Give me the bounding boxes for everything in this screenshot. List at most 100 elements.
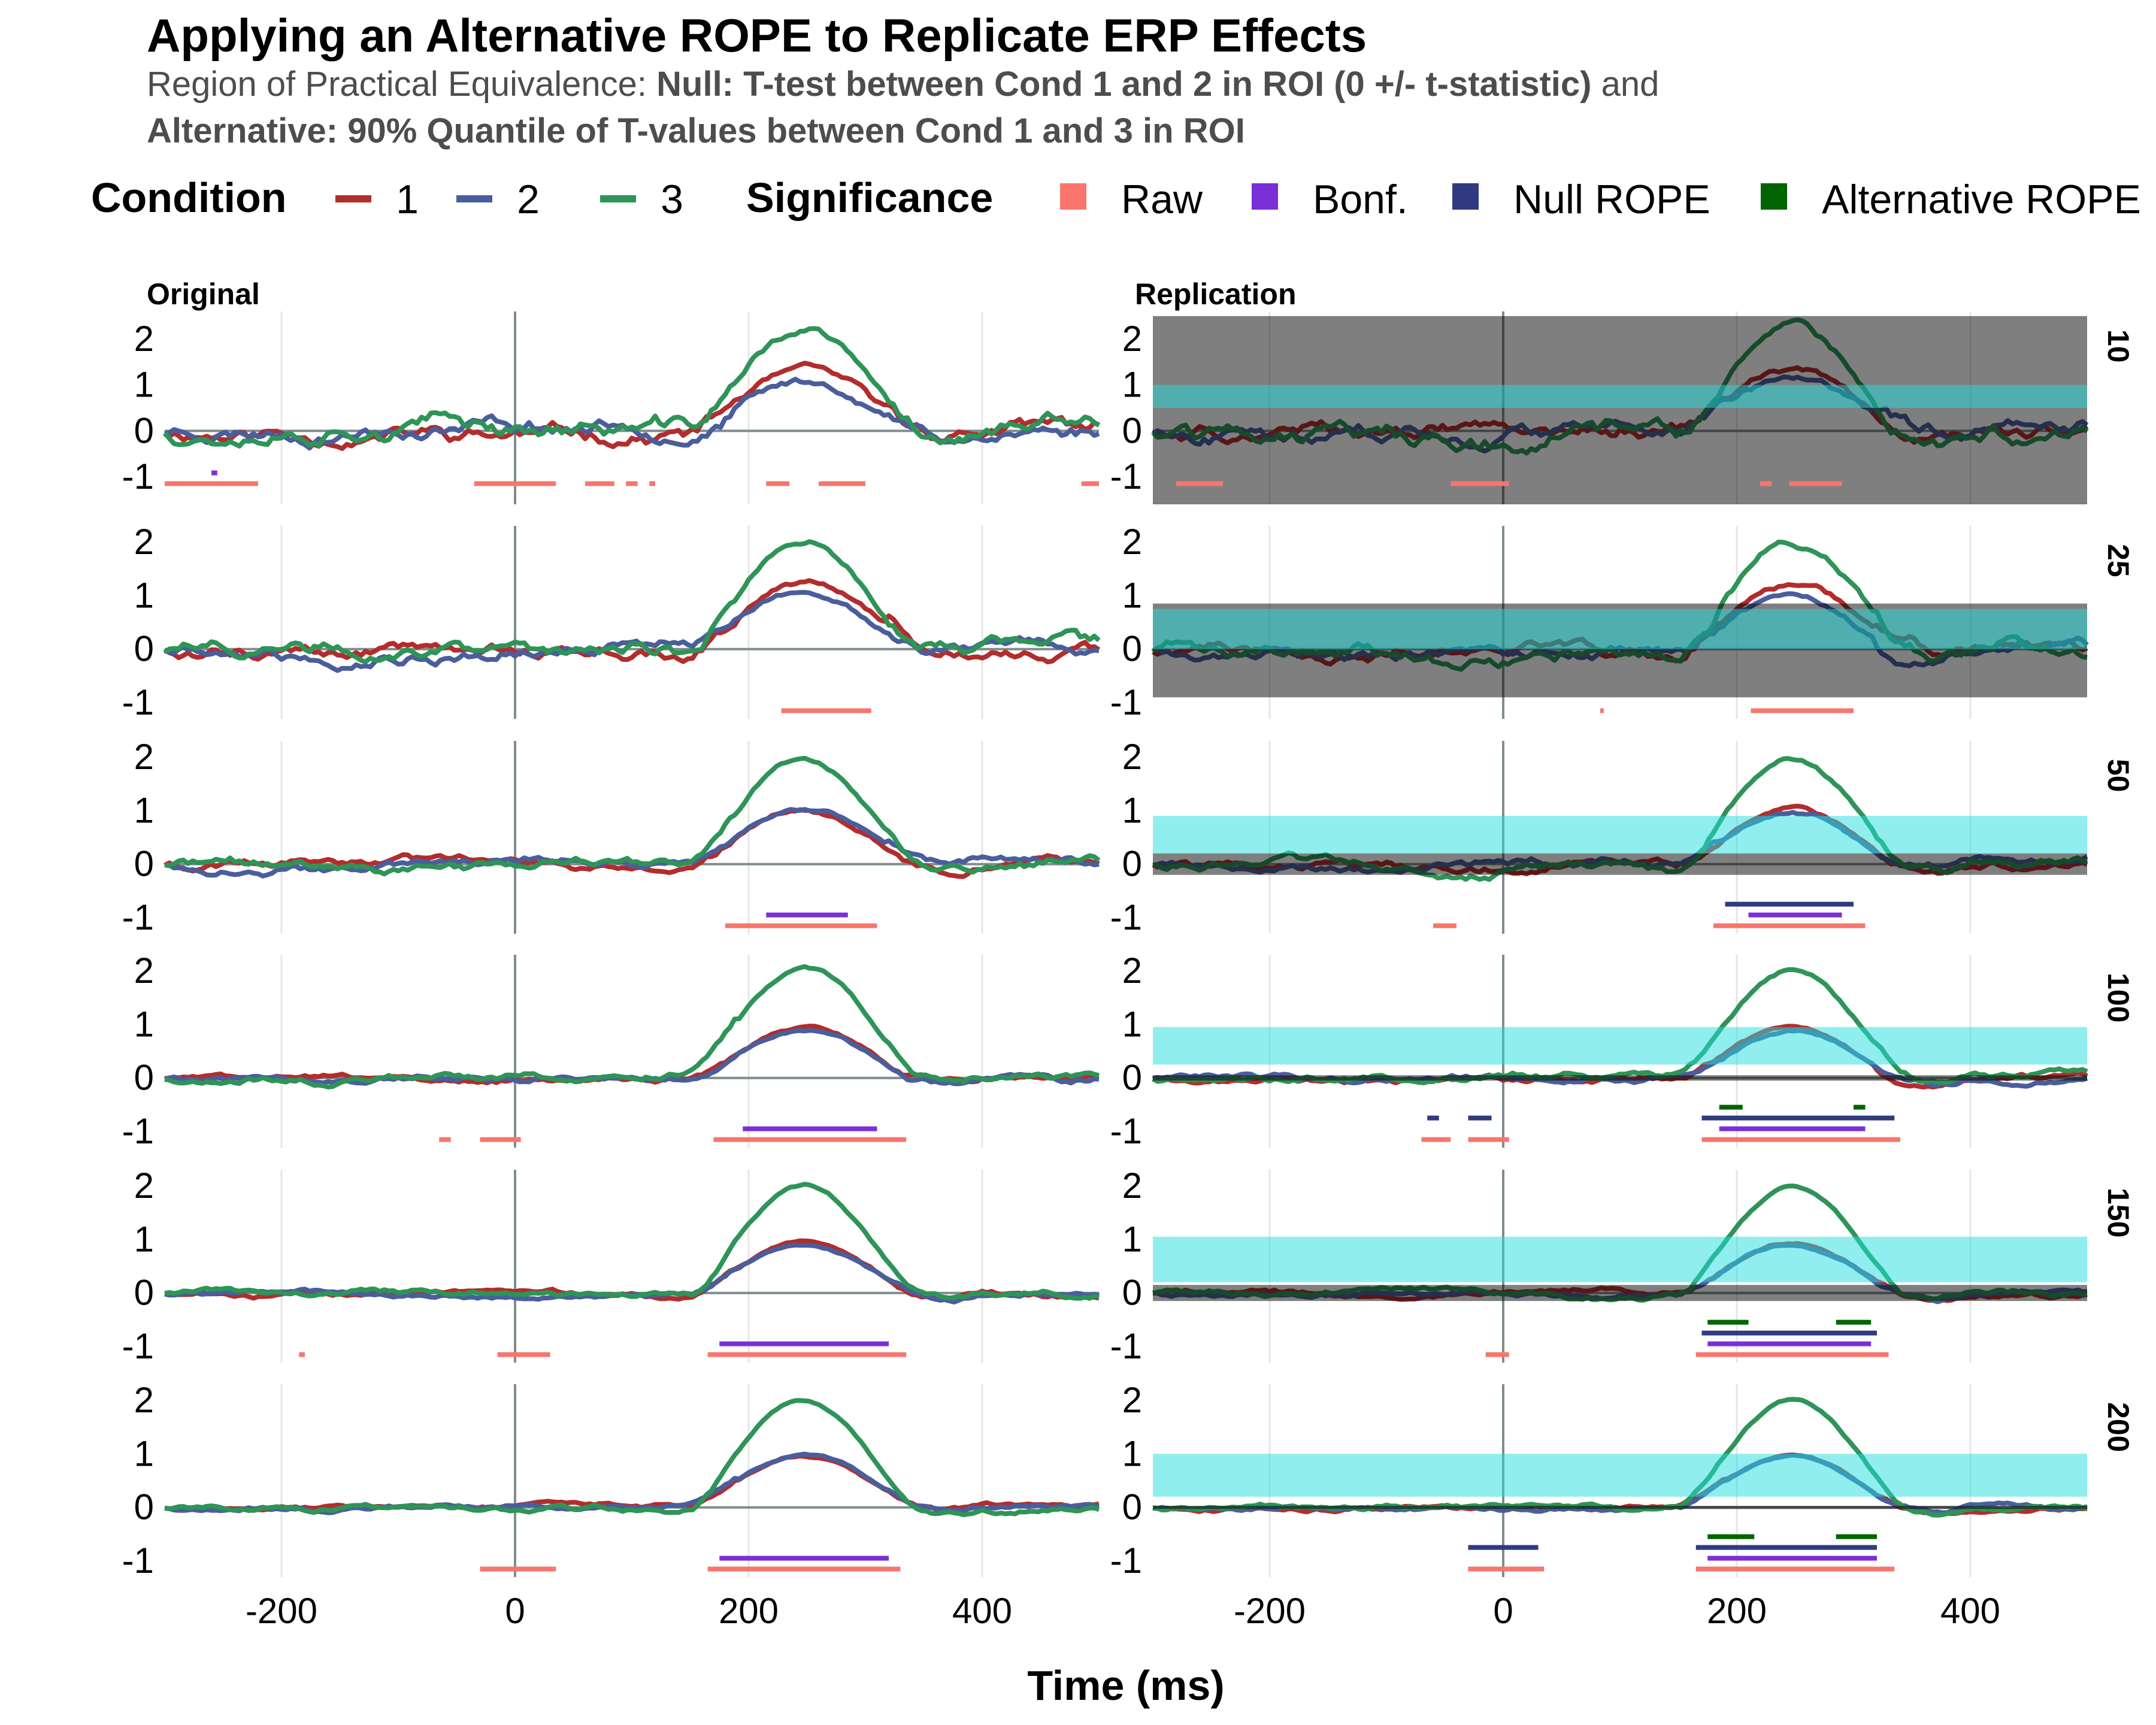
y-tick-label: 1: [1122, 1433, 1142, 1473]
sig-raw-marker: [649, 481, 655, 486]
y-tick-label: -1: [1110, 1111, 1142, 1151]
y-tick-label: 0: [134, 629, 154, 669]
y-tick-label: -1: [1110, 897, 1142, 937]
null-rope-band: [1153, 853, 2087, 875]
sig-raw-marker: [707, 1352, 907, 1357]
y-tick-label: 1: [134, 1219, 154, 1259]
sig-null-rope-marker: [1701, 1115, 1895, 1121]
sig-raw-marker: [1600, 708, 1604, 713]
sig-bonf-marker: [1707, 1341, 1872, 1346]
legend-significance-3-swatch: [1761, 183, 1787, 210]
legend-significance-2-swatch: [1452, 183, 1479, 210]
sig-raw-marker: [713, 1137, 907, 1142]
series-condition-1-line: [163, 361, 1100, 451]
panel-replication-10: -1 0 1 2: [1110, 311, 2089, 504]
facet-row-label-150: 150: [2102, 1188, 2135, 1237]
sig-raw-marker: [1760, 481, 1772, 486]
panel-replication-100: -1 0 1 2: [1110, 951, 2088, 1151]
sig-raw-marker: [480, 1566, 556, 1572]
series-condition-2-line: [164, 807, 1100, 879]
sig-raw-marker: [1701, 1137, 1900, 1142]
sig-raw-marker: [725, 923, 877, 928]
panel-original-100: -1 0 1 2: [122, 951, 1100, 1151]
alternative-rope-band: [1153, 816, 2087, 854]
alternative-rope-band: [1153, 609, 2087, 649]
legend-significance-3-label: Alternative ROPE: [1822, 177, 2141, 222]
y-tick-label: 2: [1122, 951, 1142, 991]
panel-original-200: -1 0 1 2 -200 0 200 400: [122, 1380, 1100, 1631]
y-tick-label: 1: [1122, 1219, 1142, 1259]
sig-bonf-marker: [1719, 1126, 1866, 1131]
x-tick-label: -200: [1234, 1591, 1306, 1631]
y-tick-label: 1: [134, 575, 154, 615]
y-tick-label: 1: [1122, 790, 1142, 830]
y-tick-label: -1: [122, 456, 154, 497]
sig-raw-marker: [1789, 481, 1842, 486]
sig-raw-marker: [299, 1352, 305, 1357]
x-tick-label: 400: [1940, 1591, 2000, 1631]
sig-raw-marker: [1421, 1137, 1451, 1142]
sig-raw-marker: [1695, 1566, 1895, 1572]
panel-replication-200: -1 0 1 2 -200 0 200 400: [1110, 1380, 2088, 1631]
y-tick-label: 1: [134, 365, 154, 405]
x-tick-label: 200: [1707, 1591, 1767, 1631]
sig-bonf-marker: [719, 1341, 889, 1346]
y-tick-label: 0: [134, 844, 154, 884]
legend-significance-1-label: Bonf.: [1313, 177, 1408, 222]
legend-condition-1-label: 1: [396, 177, 419, 222]
x-tick-label: 400: [952, 1591, 1012, 1631]
y-tick-label: 0: [1122, 629, 1142, 669]
sig-alt-rope-marker: [1836, 1320, 1872, 1325]
sig-raw-marker: [626, 481, 638, 486]
y-tick-label: 2: [134, 319, 154, 359]
y-tick-label: 2: [1122, 1166, 1142, 1206]
y-tick-label: -1: [122, 1326, 154, 1366]
y-tick-label: 2: [1122, 319, 1142, 359]
sig-raw-marker: [1468, 1566, 1545, 1572]
sig-raw-marker: [707, 1566, 901, 1572]
panel-replication-50: -1 0 1 2: [1110, 737, 2088, 937]
y-tick-label: 2: [134, 951, 154, 991]
facet-label-replication: Replication: [1135, 277, 1296, 311]
sig-raw-marker: [497, 1352, 550, 1357]
y-tick-label: -1: [122, 1541, 154, 1581]
legend-condition-3-label: 3: [661, 177, 683, 222]
x-tick-label: 0: [1493, 1591, 1513, 1631]
legend: Condition Significance 1 2 3 Raw Bonf. Null R…: [91, 174, 2141, 222]
y-tick-label: -1: [122, 1111, 154, 1151]
x-axis-title: Time (ms): [1027, 1662, 1224, 1709]
sig-alt-rope-marker: [1836, 1534, 1877, 1539]
sig-alt-rope-marker: [1707, 1534, 1755, 1539]
legend-items: 1 2 3 Raw Bonf. Null ROPE Alternative ROPE: [335, 177, 2141, 222]
alternative-rope-band: [1153, 1454, 2087, 1497]
series-condition-3-line: [164, 1182, 1100, 1301]
null-rope-band: [1153, 1506, 2087, 1509]
null-rope-band: [1153, 316, 2087, 504]
sig-raw-marker: [781, 708, 871, 713]
y-tick-label: -1: [1110, 682, 1142, 722]
legend-significance-1-swatch: [1252, 183, 1278, 210]
sig-raw-marker: [165, 481, 258, 486]
facet-label-original: Original: [147, 277, 260, 311]
y-tick-label: 0: [1122, 1058, 1142, 1098]
facet-row-label-10: 10: [2102, 329, 2135, 363]
sig-raw-marker: [480, 1137, 521, 1142]
sig-bonf-marker: [743, 1126, 877, 1131]
sig-null-rope-marker: [1468, 1115, 1492, 1121]
sig-null-rope-marker: [1725, 901, 1854, 907]
y-tick-label: -1: [1110, 1541, 1142, 1581]
sig-bonf-marker: [1748, 912, 1842, 918]
y-tick-label: 2: [134, 522, 154, 562]
facet-row-label-25: 25: [2102, 544, 2135, 577]
alternative-rope-band: [1153, 1236, 2087, 1282]
y-tick-label: 2: [134, 737, 154, 777]
sig-raw-marker: [819, 481, 865, 486]
y-tick-label: 0: [1122, 1273, 1142, 1313]
legend-significance-title: Significance: [746, 174, 993, 221]
legend-significance-0-swatch: [1060, 183, 1086, 210]
sig-null-rope-marker: [1695, 1545, 1877, 1550]
sig-raw-marker: [1485, 1352, 1509, 1357]
y-tick-label: -1: [1110, 456, 1142, 497]
y-tick-label: 2: [1122, 522, 1142, 562]
